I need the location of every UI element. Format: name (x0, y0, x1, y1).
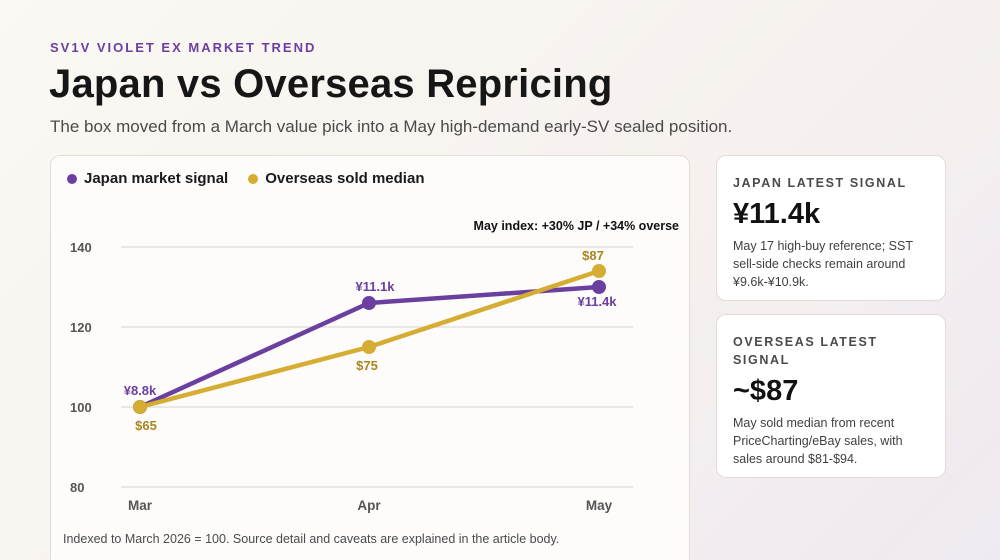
y-tick-label: 80 (70, 480, 84, 495)
chart-card: 80 100 120 140 Mar Apr May May index: +30% JP /… (50, 155, 690, 560)
data-point-japan (592, 280, 606, 294)
data-label-overseas: $75 (356, 358, 378, 373)
legend-item-japan: Japan market signal (67, 170, 228, 187)
x-tick-label: Mar (128, 498, 153, 513)
data-point-japan (362, 296, 376, 310)
legend-dot-japan (67, 173, 77, 184)
card-label: OVERSEAS LATEST SIGNAL (733, 335, 878, 367)
data-label-japan: ¥8.8k (124, 383, 157, 398)
data-point-overseas (362, 340, 376, 354)
chart-footnote: Indexed to March 2026 = 100. Source deta… (63, 532, 560, 546)
x-tick-label: Apr (357, 498, 381, 513)
card-note: May 17 high-buy reference; SST sell-side… (733, 239, 913, 289)
data-label-overseas: $87 (582, 248, 604, 263)
legend-label-overseas: Overseas sold median (265, 170, 425, 187)
data-label-japan: ¥11.1k (355, 279, 395, 294)
card-label: JAPAN LATEST SIGNAL (733, 176, 907, 190)
legend-item-overseas: Overseas sold median (248, 170, 424, 187)
y-tick-label: 120 (70, 320, 92, 335)
legend-dot-overseas (248, 173, 259, 184)
line-chart: 80 100 120 140 Mar Apr May May index: +30% JP /… (70, 219, 679, 513)
chart-legend: Japan market signal Overseas sold median (67, 170, 424, 187)
page-title: Japan vs Overseas Repricing (49, 62, 613, 106)
y-tick-label: 100 (70, 400, 92, 415)
card-value: ¥11.4k (733, 198, 821, 230)
x-tick-label: May (586, 498, 613, 513)
data-label-japan: ¥11.4k (577, 294, 617, 309)
data-label-overseas: $65 (135, 418, 157, 433)
card-value: ~$87 (733, 375, 799, 407)
card-note: May sold median from recent PriceChartin… (733, 416, 903, 466)
japan-signal-card: JAPAN LATEST SIGNAL ¥11.4k May 17 high-b… (716, 155, 946, 301)
data-point-overseas (592, 264, 606, 278)
page-subtitle: The box moved from a March value pick in… (50, 117, 733, 136)
data-point-overseas (133, 400, 147, 414)
eyebrow-label: SV1V VIOLET EX MARKET TREND (50, 40, 317, 55)
y-tick-label: 140 (70, 240, 92, 255)
overseas-signal-card: OVERSEAS LATEST SIGNAL ~$87 May sold med… (716, 314, 946, 478)
chart-annotation: May index: +30% JP / +34% overse (474, 219, 679, 233)
legend-label-japan: Japan market signal (84, 170, 229, 187)
